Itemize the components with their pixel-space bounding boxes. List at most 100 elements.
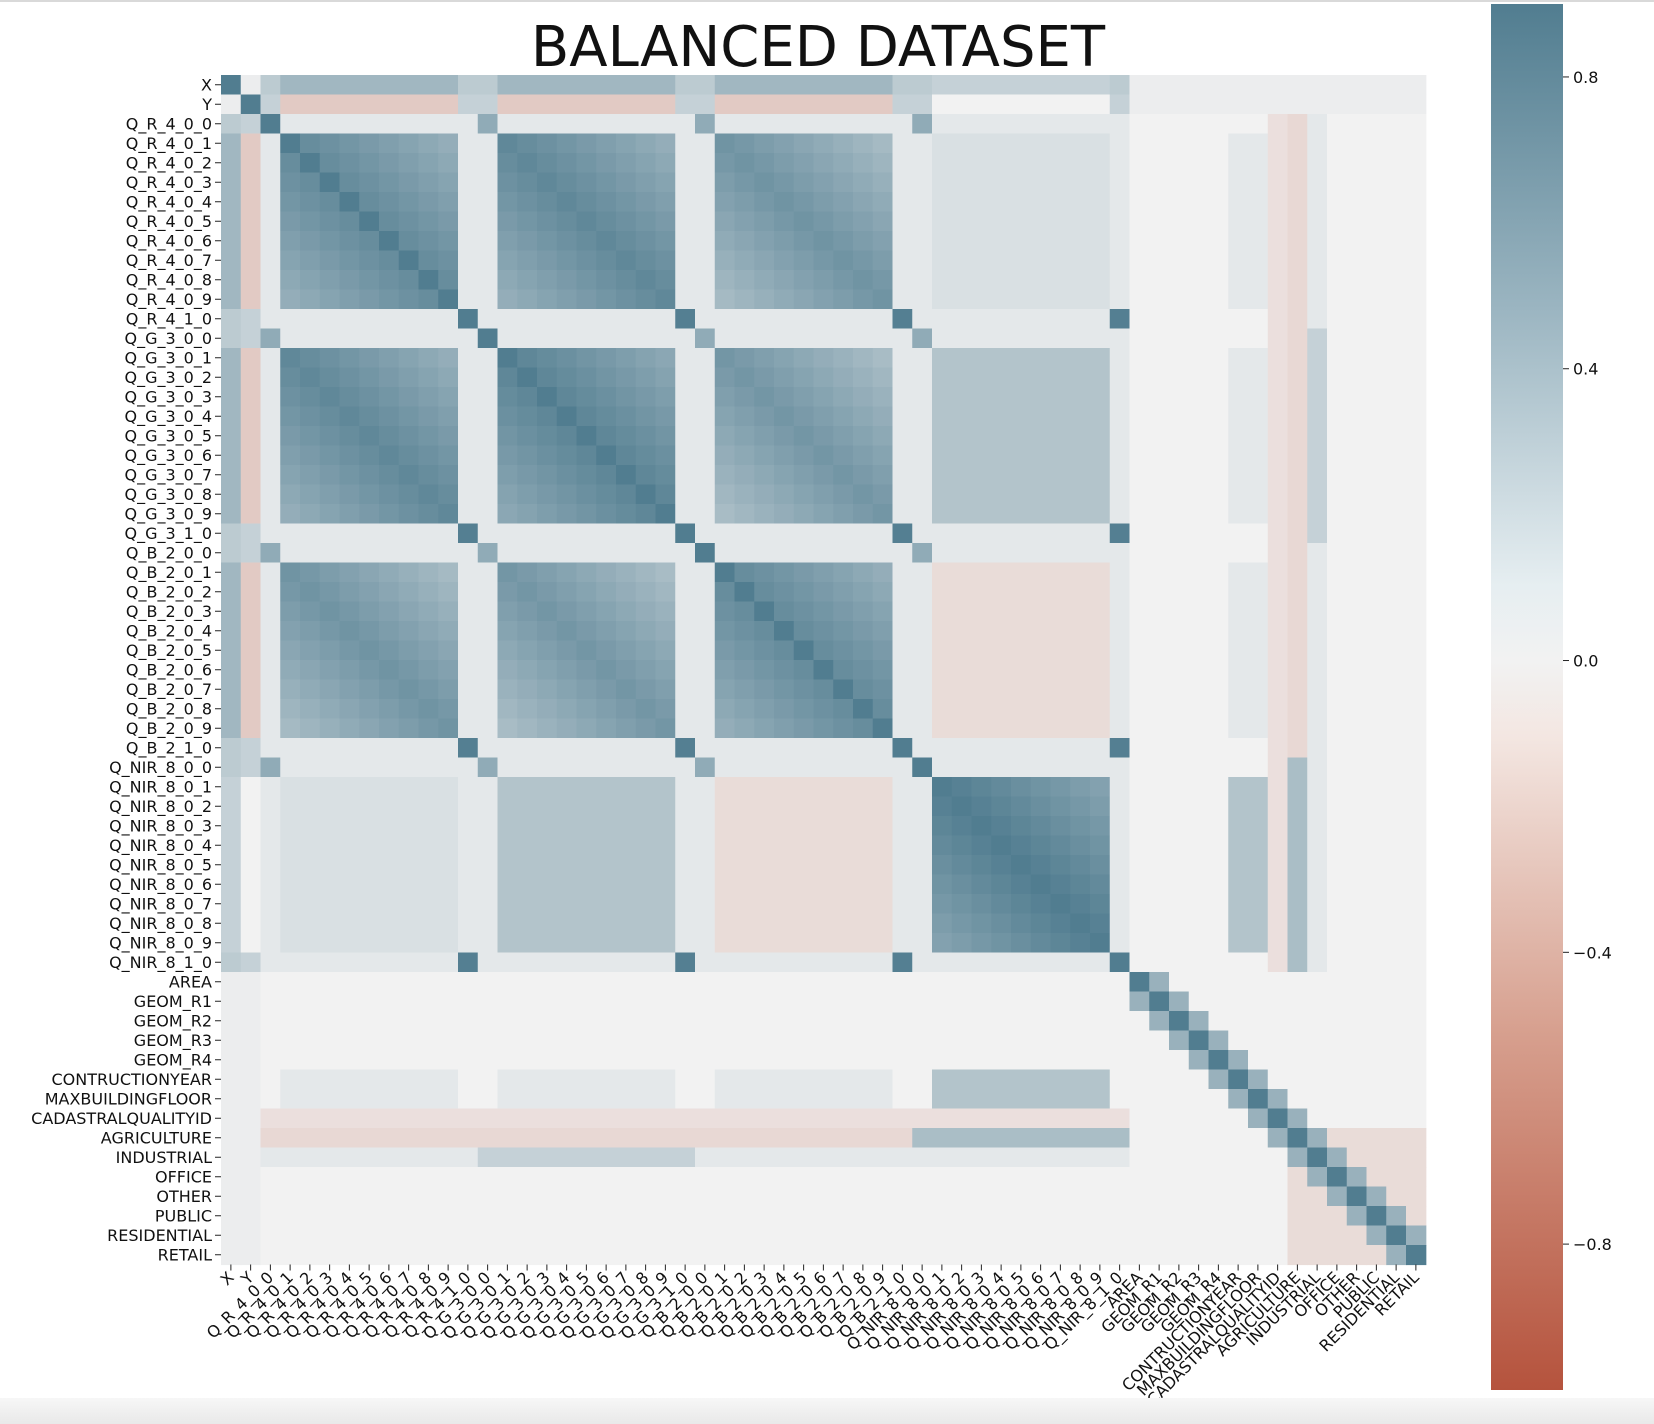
heatmap-cell	[1090, 777, 1111, 798]
heatmap-cell	[517, 718, 538, 739]
heatmap-cell	[616, 270, 637, 291]
heatmap-cell	[438, 738, 459, 759]
heatmap-cell	[951, 348, 973, 369]
row-tick-label: Q_NIR_8_0_4	[109, 836, 212, 856]
heatmap-cell	[1366, 972, 1387, 993]
heatmap-cell	[339, 835, 360, 856]
row-tick-label: Q_G_3_0_4	[124, 407, 212, 427]
heatmap-cell	[1109, 1011, 1131, 1032]
heatmap-cell	[1109, 972, 1131, 993]
heatmap-cell	[517, 835, 538, 856]
heatmap-cell	[635, 835, 657, 856]
heatmap-cell	[1346, 679, 1368, 700]
heatmap-cell	[1307, 1089, 1328, 1110]
heatmap-cell	[774, 1147, 795, 1168]
heatmap-cell	[596, 679, 617, 700]
heatmap-cell	[635, 1206, 657, 1227]
heatmap-cell	[280, 114, 301, 135]
heatmap-cell	[951, 777, 973, 798]
heatmap-cell	[1327, 523, 1348, 544]
heatmap-cell	[221, 114, 242, 135]
heatmap-cell	[319, 796, 341, 817]
heatmap-cell	[1129, 192, 1150, 213]
heatmap-cell	[1208, 699, 1229, 720]
heatmap-cell	[1208, 426, 1229, 447]
heatmap-cell	[1267, 1050, 1289, 1071]
row-tick-label: INDUSTRIAL	[116, 1148, 212, 1167]
heatmap-cell	[616, 972, 637, 993]
heatmap-cell	[932, 153, 953, 174]
heatmap-cell	[616, 192, 637, 213]
heatmap-cell	[714, 75, 736, 96]
heatmap-cell	[556, 1128, 578, 1149]
heatmap-cell	[438, 484, 459, 505]
heatmap-cell	[1327, 991, 1348, 1012]
heatmap-cell	[1406, 933, 1427, 954]
heatmap-cell	[1030, 1030, 1052, 1051]
heatmap-cell	[754, 1128, 775, 1149]
heatmap-cell	[280, 952, 301, 973]
heatmap-cell	[1050, 855, 1071, 876]
heatmap-cell	[971, 933, 992, 954]
heatmap-cell	[912, 445, 933, 466]
heatmap-cell	[458, 445, 479, 466]
heatmap-cell	[1109, 192, 1131, 213]
heatmap-cell	[221, 796, 242, 817]
heatmap-cell	[438, 192, 459, 213]
heatmap-cell	[991, 777, 1012, 798]
heatmap-cell	[1228, 1069, 1249, 1090]
heatmap-cell	[1287, 796, 1308, 817]
heatmap-cell	[300, 757, 321, 778]
heatmap-cell	[734, 699, 755, 720]
heatmap-cell	[892, 582, 913, 603]
heatmap-cell	[892, 1225, 913, 1246]
heatmap-cell	[1070, 660, 1091, 681]
heatmap-cell	[260, 133, 281, 154]
heatmap-cell	[458, 1206, 479, 1227]
heatmap-cell	[695, 757, 716, 778]
heatmap-cell	[1188, 348, 1210, 369]
heatmap-cell	[379, 328, 400, 349]
heatmap-cell	[240, 1245, 262, 1266]
heatmap-cell	[1228, 757, 1249, 778]
heatmap-cell	[300, 465, 321, 486]
heatmap-cell	[1327, 289, 1348, 310]
heatmap-cell	[418, 640, 439, 661]
heatmap-cell	[1248, 679, 1269, 700]
heatmap-cell	[853, 1089, 874, 1110]
heatmap-cell	[359, 1011, 380, 1032]
heatmap-cell	[1327, 1147, 1348, 1168]
heatmap-cell	[853, 738, 874, 759]
heatmap-cell	[912, 972, 933, 993]
heatmap-cell	[813, 367, 834, 388]
heatmap-cell	[1307, 660, 1328, 681]
heatmap-cell	[1149, 309, 1170, 330]
heatmap-cell	[280, 582, 301, 603]
heatmap-cell	[635, 933, 657, 954]
heatmap-cell	[280, 855, 301, 876]
heatmap-cell	[1366, 192, 1387, 213]
heatmap-cell	[616, 406, 637, 427]
heatmap-cell	[1188, 250, 1210, 271]
heatmap-cell	[1248, 991, 1269, 1012]
heatmap-cell	[556, 387, 578, 408]
heatmap-cell	[616, 1050, 637, 1071]
heatmap-cell	[655, 562, 676, 583]
heatmap-cell	[1327, 309, 1348, 330]
heatmap-cell	[774, 1030, 795, 1051]
heatmap-cell	[833, 348, 854, 369]
heatmap-cell	[1307, 933, 1328, 954]
heatmap-cell	[1109, 816, 1131, 837]
heatmap-cell	[458, 679, 479, 700]
heatmap-cell	[517, 231, 538, 252]
heatmap-cell	[951, 660, 973, 681]
heatmap-cell	[596, 1069, 617, 1090]
heatmap-cell	[379, 972, 400, 993]
heatmap-cell	[655, 991, 676, 1012]
heatmap-cell	[1050, 1186, 1071, 1207]
heatmap-cell	[872, 172, 894, 193]
heatmap-cell	[517, 523, 538, 544]
heatmap-cell	[260, 1206, 281, 1227]
heatmap-cell	[537, 484, 558, 505]
row-tick-label: Q_B_2_0_2	[126, 582, 212, 602]
